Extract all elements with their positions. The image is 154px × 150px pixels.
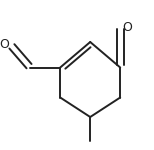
Text: O: O: [0, 39, 9, 51]
Text: O: O: [122, 21, 132, 33]
